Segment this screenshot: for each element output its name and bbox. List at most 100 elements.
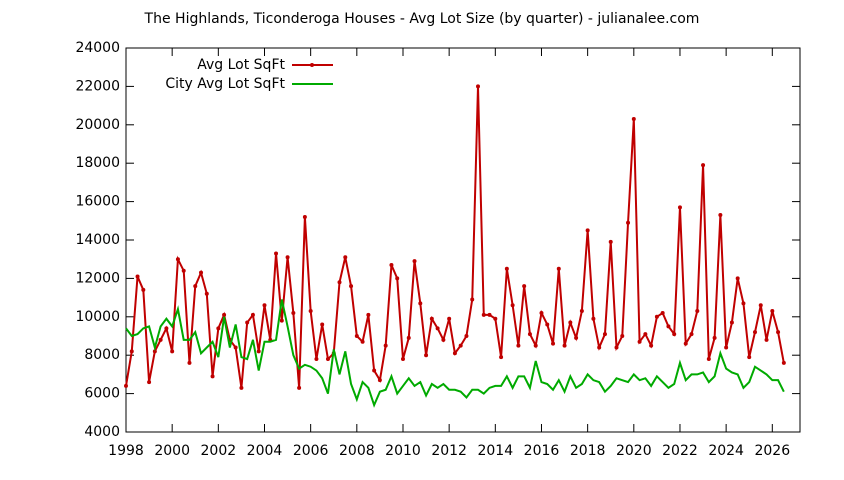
- data-point: [504, 266, 509, 271]
- y-tick-label: 10000: [75, 309, 120, 325]
- data-point: [556, 266, 561, 271]
- x-tick-label: 2016: [524, 443, 560, 459]
- data-point: [256, 349, 261, 354]
- data-point: [683, 341, 688, 346]
- data-point: [464, 334, 469, 338]
- x-tick-label: 2024: [708, 443, 744, 459]
- data-point: [770, 309, 775, 314]
- data-point: [135, 274, 140, 279]
- data-point: [204, 291, 209, 296]
- data-point: [452, 351, 457, 356]
- data-point: [585, 228, 590, 233]
- data-point: [193, 284, 198, 289]
- data-point: [308, 309, 313, 314]
- data-point: [591, 316, 596, 321]
- y-tick-label: 12000: [75, 270, 120, 286]
- data-point: [141, 287, 146, 292]
- legend-marker: [310, 63, 314, 67]
- data-point: [574, 335, 579, 340]
- data-point: [354, 334, 359, 338]
- data-point: [481, 312, 486, 317]
- chart-title: The Highlands, Ticonderoga Houses - Avg …: [144, 11, 700, 27]
- data-point: [199, 270, 204, 275]
- data-point: [706, 357, 711, 362]
- data-point: [533, 343, 538, 348]
- data-point: [406, 335, 411, 340]
- data-point: [516, 343, 521, 348]
- data-point: [579, 309, 584, 314]
- data-point: [325, 357, 330, 362]
- data-point: [279, 318, 284, 323]
- data-point: [689, 332, 694, 337]
- data-point: [389, 262, 394, 267]
- data-point: [302, 214, 307, 219]
- data-point: [620, 334, 625, 338]
- data-point: [677, 205, 682, 210]
- data-point: [435, 326, 440, 331]
- data-point: [170, 349, 175, 354]
- data-point: [158, 337, 163, 342]
- data-point: [614, 345, 619, 350]
- data-point: [395, 276, 400, 281]
- data-point: [343, 255, 348, 260]
- data-point: [424, 353, 429, 358]
- data-point: [383, 343, 388, 348]
- data-point: [493, 316, 498, 321]
- data-point: [164, 326, 169, 331]
- data-point: [499, 355, 504, 360]
- data-point: [274, 251, 279, 256]
- y-tick-label: 22000: [75, 78, 120, 94]
- data-point: [527, 332, 532, 337]
- data-point: [210, 374, 215, 379]
- data-point: [245, 320, 250, 325]
- data-point: [602, 332, 607, 337]
- data-point: [412, 259, 417, 264]
- data-point: [129, 349, 134, 354]
- data-point: [660, 310, 665, 315]
- y-tick-label: 20000: [75, 117, 120, 133]
- data-point: [729, 320, 734, 325]
- data-point: [314, 357, 319, 362]
- data-point: [337, 280, 342, 285]
- data-point: [758, 303, 763, 308]
- data-point: [297, 385, 302, 390]
- x-tick-label: 2008: [339, 443, 375, 459]
- data-point: [776, 330, 781, 335]
- data-point: [562, 343, 567, 348]
- data-point: [654, 314, 659, 319]
- y-tick-label: 8000: [84, 347, 120, 363]
- legend-label: City Avg Lot SqFt: [165, 76, 285, 92]
- data-point: [649, 343, 654, 348]
- data-point: [568, 320, 573, 325]
- data-point: [222, 312, 227, 317]
- y-tick-label: 24000: [75, 40, 120, 56]
- data-point: [285, 255, 290, 260]
- data-point: [672, 332, 677, 337]
- data-point: [752, 330, 757, 335]
- data-point: [187, 360, 192, 365]
- data-point: [487, 312, 492, 317]
- y-tick-label: 16000: [75, 194, 120, 210]
- y-tick-label: 18000: [75, 155, 120, 171]
- data-point: [372, 368, 377, 373]
- data-point: [181, 268, 186, 273]
- data-point: [447, 316, 452, 321]
- data-point: [626, 220, 631, 225]
- x-tick-label: 2014: [477, 443, 513, 459]
- x-tick-label: 2020: [616, 443, 652, 459]
- data-point: [470, 297, 475, 302]
- data-point: [291, 310, 296, 315]
- data-point: [320, 322, 325, 327]
- data-point: [441, 337, 446, 342]
- x-tick-label: 2022: [662, 443, 698, 459]
- data-point: [262, 303, 267, 308]
- x-tick-label: 2000: [154, 443, 190, 459]
- series-line: [125, 299, 785, 408]
- y-tick-label: 6000: [84, 386, 120, 402]
- data-point: [360, 339, 365, 344]
- data-point: [551, 341, 556, 346]
- data-point: [476, 84, 481, 89]
- data-point: [377, 378, 382, 383]
- data-point: [643, 332, 648, 337]
